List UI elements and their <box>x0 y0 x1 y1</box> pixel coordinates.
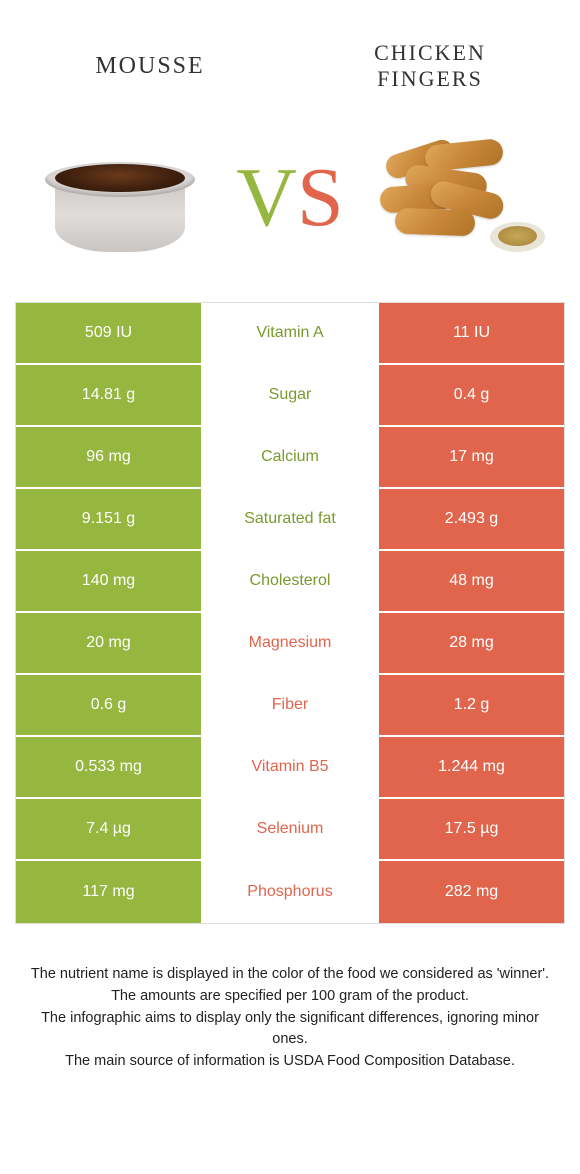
table-row: 509 IUVitamin A11 IU <box>16 303 564 365</box>
footer-line: The amounts are specified per 100 gram o… <box>30 986 550 1008</box>
nutrient-table: 509 IUVitamin A11 IU14.81 gSugar0.4 g96 … <box>15 302 565 924</box>
table-row: 7.4 µgSelenium17.5 µg <box>16 799 564 861</box>
nutrient-name-cell: Phosphorus <box>201 861 379 923</box>
left-value-cell: 0.533 mg <box>16 737 201 797</box>
table-row: 96 mgCalcium17 mg <box>16 427 564 489</box>
vs-s: S <box>297 151 344 244</box>
left-value-cell: 9.151 g <box>16 489 201 549</box>
right-value-cell: 0.4 g <box>379 365 564 425</box>
right-value-cell: 282 mg <box>379 861 564 923</box>
left-value-cell: 117 mg <box>16 861 201 923</box>
nutrient-name-cell: Selenium <box>201 799 379 859</box>
table-row: 0.6 gFiber1.2 g <box>16 675 564 737</box>
table-row: 0.533 mgVitamin B51.244 mg <box>16 737 564 799</box>
right-value-cell: 28 mg <box>379 613 564 673</box>
left-food-title: Mousse <box>50 53 250 80</box>
left-value-cell: 0.6 g <box>16 675 201 735</box>
nutrient-name-cell: Cholesterol <box>201 551 379 611</box>
left-value-cell: 20 mg <box>16 613 201 673</box>
table-row: 14.81 gSugar0.4 g <box>16 365 564 427</box>
right-food-title: Chicken fingers <box>330 40 530 92</box>
nutrient-name-cell: Sugar <box>201 365 379 425</box>
right-value-cell: 11 IU <box>379 303 564 363</box>
right-value-cell: 2.493 g <box>379 489 564 549</box>
left-value-cell: 509 IU <box>16 303 201 363</box>
mousse-image <box>30 122 210 272</box>
nutrient-name-cell: Calcium <box>201 427 379 487</box>
right-value-cell: 1.244 mg <box>379 737 564 797</box>
footer-line: The nutrient name is displayed in the co… <box>30 964 550 986</box>
table-row: 9.151 gSaturated fat2.493 g <box>16 489 564 551</box>
hero-row: VS <box>0 112 580 302</box>
right-value-cell: 17.5 µg <box>379 799 564 859</box>
right-value-cell: 17 mg <box>379 427 564 487</box>
vs-v: V <box>236 151 297 244</box>
nutrient-name-cell: Saturated fat <box>201 489 379 549</box>
nutrient-name-cell: Fiber <box>201 675 379 735</box>
footer-notes: The nutrient name is displayed in the co… <box>0 924 580 1073</box>
footer-line: The infographic aims to display only the… <box>30 1008 550 1052</box>
header: Mousse Chicken fingers <box>0 0 580 112</box>
left-value-cell: 14.81 g <box>16 365 201 425</box>
nutrient-name-cell: Vitamin A <box>201 303 379 363</box>
nutrient-name-cell: Magnesium <box>201 613 379 673</box>
table-row: 140 mgCholesterol48 mg <box>16 551 564 613</box>
vs-label: VS <box>236 149 343 246</box>
table-row: 20 mgMagnesium28 mg <box>16 613 564 675</box>
left-value-cell: 140 mg <box>16 551 201 611</box>
nutrient-name-cell: Vitamin B5 <box>201 737 379 797</box>
right-value-cell: 48 mg <box>379 551 564 611</box>
chicken-fingers-image <box>370 122 550 272</box>
footer-line: The main source of information is USDA F… <box>30 1051 550 1073</box>
table-row: 117 mgPhosphorus282 mg <box>16 861 564 923</box>
right-value-cell: 1.2 g <box>379 675 564 735</box>
left-value-cell: 96 mg <box>16 427 201 487</box>
left-value-cell: 7.4 µg <box>16 799 201 859</box>
